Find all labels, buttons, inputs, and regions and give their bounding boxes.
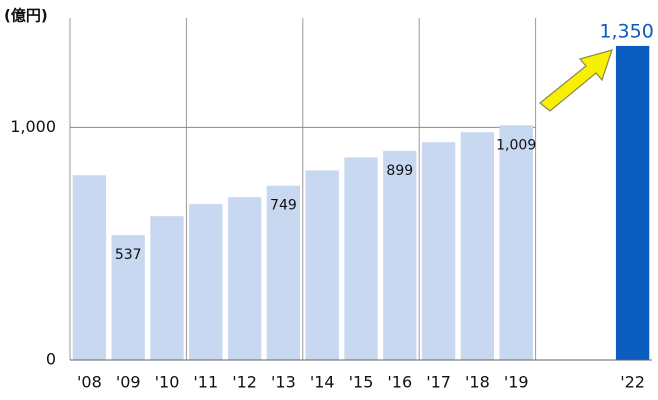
bar bbox=[499, 125, 533, 361]
x-tick-label: '11 bbox=[193, 373, 218, 392]
x-tick-label: '17 bbox=[426, 373, 451, 392]
x-tick-label: '12 bbox=[232, 373, 257, 392]
bar bbox=[266, 185, 301, 360]
x-tick-label: '22 bbox=[620, 373, 645, 392]
bar bbox=[305, 170, 339, 360]
arrow-shape bbox=[539, 49, 613, 112]
bar bbox=[227, 197, 262, 360]
bar bbox=[383, 150, 417, 360]
bar bbox=[460, 132, 495, 360]
x-tick-label: '08 bbox=[77, 373, 102, 392]
value-label: 1,350 bbox=[599, 20, 653, 42]
x-tick-label: '14 bbox=[310, 373, 335, 392]
x-tick-label: '13 bbox=[271, 373, 296, 392]
value-label: 899 bbox=[386, 163, 413, 179]
y-tick-label: 1,000 bbox=[10, 117, 56, 136]
value-label: 537 bbox=[115, 247, 142, 263]
bar bbox=[189, 204, 223, 360]
x-tick-label: '10 bbox=[155, 373, 180, 392]
value-label: 749 bbox=[270, 198, 297, 214]
bar bbox=[150, 216, 184, 360]
bar bbox=[344, 157, 378, 360]
y-tick-label: 0 bbox=[46, 350, 56, 369]
bar bbox=[615, 45, 650, 360]
x-tick-label: '16 bbox=[387, 373, 412, 392]
bar bbox=[111, 235, 145, 360]
value-label: 1,009 bbox=[496, 137, 536, 153]
arrow bbox=[539, 49, 613, 112]
bar bbox=[421, 142, 456, 360]
x-tick-label: '09 bbox=[116, 373, 141, 392]
y-axis-label: (億円) bbox=[4, 7, 48, 25]
x-tick-label: '15 bbox=[349, 373, 374, 392]
x-tick-label: '19 bbox=[504, 373, 529, 392]
x-tick-label: '18 bbox=[465, 373, 490, 392]
bar bbox=[72, 175, 107, 360]
